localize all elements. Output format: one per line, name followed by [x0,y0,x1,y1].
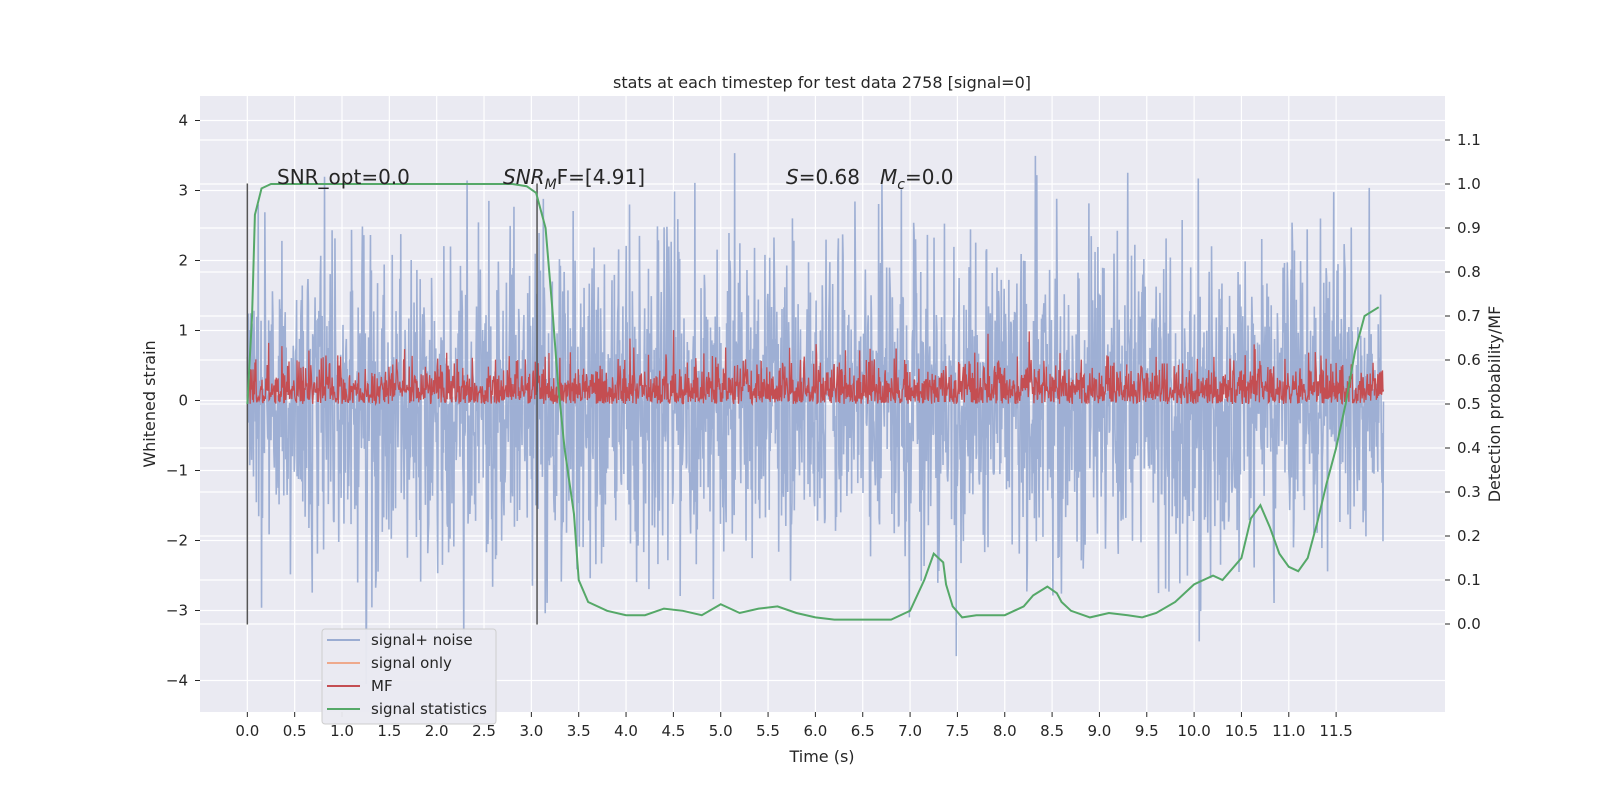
y-left-tick-label: 1 [178,322,188,340]
x-tick-label: 8.5 [1040,722,1064,740]
x-tick-label: 2.0 [425,722,449,740]
annotation-s: S=0.68 [786,165,860,189]
y-right-tick-label: 1.1 [1457,131,1481,149]
annotation-snr-opt: SNR_opt=0.0 [277,165,410,189]
x-tick-label: 5.0 [709,722,733,740]
annotation-mc-subscript: c [897,177,905,193]
mf-series [246,330,1385,407]
legend-label-signal-only: signal only [371,654,452,672]
x-tick-label: 7.5 [945,722,969,740]
x-tick-label: 1.0 [330,722,354,740]
vertical-markers [246,183,538,625]
y-right-axis-label: Detection probability/MF [1485,306,1504,503]
y-right-tick-label: 0.4 [1457,439,1481,457]
y-left-tick-label: 0 [178,392,188,410]
x-tick-label: 0.0 [235,722,259,740]
annotation-snr-mf-value: F=[4.91] [557,165,645,189]
annotation-snr-mf: SNRMF=[4.91] [503,165,645,193]
y-right-tick-label: 0.7 [1457,307,1481,325]
y-left-tick-label: −1 [166,462,188,480]
signal-statistics-line [246,183,1380,621]
x-tick-label: 2.5 [472,722,496,740]
x-tick-label: 9.5 [1135,722,1159,740]
annotation-s-symbol: S [786,165,799,189]
legend-box [321,628,497,725]
y-left-tick-label: −2 [166,532,188,550]
annotation-snr-mf-symbol: SNR [503,165,545,189]
y-right-tick-label: 0.1 [1457,571,1481,589]
x-tick-label: 10.0 [1177,722,1210,740]
legend-label-mf: MF [371,677,393,695]
y-right-tick-label: 1.0 [1457,175,1481,193]
annotation-mc-symbol: M [880,165,897,189]
signal-statistics-series [246,183,1380,621]
x-tick-label: 9.0 [1088,722,1112,740]
y-left-tick-label: −3 [166,602,188,620]
legend-label-signal-statistics: signal statistics [371,700,487,718]
y-right-tick-label: 0.5 [1457,395,1481,413]
x-tick-label: 8.0 [993,722,1017,740]
x-tick-label: 4.0 [614,722,638,740]
annotation-snr-mf-subscript: M [545,177,557,193]
x-tick-label: 10.5 [1225,722,1258,740]
y-right-tick-label: 0.6 [1457,351,1481,369]
y-left-axis-ticks: 4 3 2 1 0 −1 −2 −3 −4 [166,112,200,690]
x-tick-label: 5.5 [756,722,780,740]
annotation-mc: Mc=0.0 [880,165,954,193]
x-tick-label: 0.5 [283,722,307,740]
y-right-tick-label: 0.0 [1457,615,1481,633]
legend-label-signal-noise: signal+ noise [371,631,473,649]
x-tick-label: 4.5 [661,722,685,740]
y-right-tick-label: 0.8 [1457,263,1481,281]
y-left-tick-label: 2 [178,252,188,270]
x-tick-label: 3.5 [567,722,591,740]
y-left-tick-label: 4 [178,112,188,130]
y-right-tick-label: 0.2 [1457,527,1481,545]
x-tick-label: 6.0 [803,722,827,740]
x-tick-label: 6.5 [851,722,875,740]
x-tick-label: 1.5 [377,722,401,740]
y-left-tick-label: 3 [178,182,188,200]
x-tick-label: 7.0 [898,722,922,740]
annotation-mc-value: =0.0 [905,165,954,189]
y-right-axis-ticks: 1.1 1.0 0.9 0.8 0.7 0.6 0.5 0.4 0.3 0.2 0.1 0.0 [1445,131,1481,633]
y-left-axis-label: Whitened strain [140,340,159,467]
y-right-tick-label: 0.3 [1457,483,1481,501]
legend: signal+ noise signal only MF signal stat… [321,628,497,725]
y-left-tick-label: −4 [166,672,188,690]
x-axis-label: Time (s) [788,747,854,766]
x-tick-label: 11.0 [1272,722,1305,740]
y-right-tick-label: 0.9 [1457,219,1481,237]
x-axis-ticks: 0.0 0.5 1.0 1.5 2.0 2.5 3.0 3.5 4.0 4.5 5.0 5.5 6.0 6… [235,712,1353,740]
x-tick-label: 11.5 [1319,722,1352,740]
mf-line [246,330,1385,407]
annotation-s-value: =0.68 [799,165,860,189]
x-tick-label: 3.0 [519,722,543,740]
chart-title: stats at each timestep for test data 275… [613,73,1031,92]
